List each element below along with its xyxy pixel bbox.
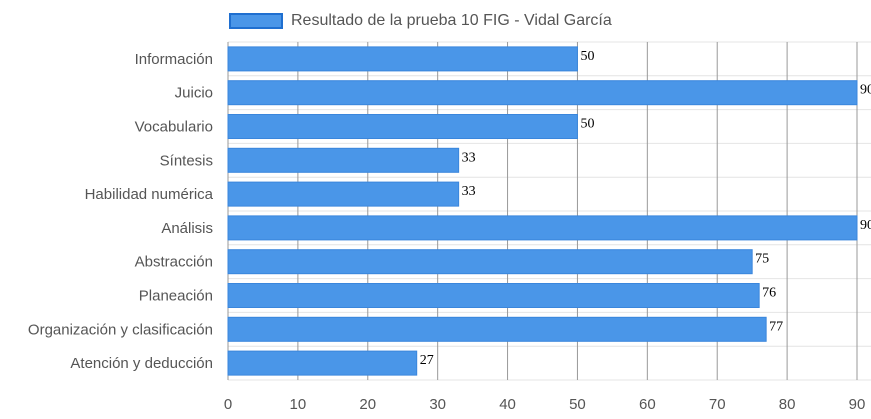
x-tick-label: 0 [224, 396, 232, 413]
bar [227, 80, 858, 106]
value-labels: 50 90 50 33 33 90 75 76 77 27 [420, 49, 871, 368]
data-label: 76 [762, 286, 776, 301]
data-label: 50 [580, 117, 594, 132]
category-labels: Información Juicio Vocabulario Síntesis Habi… [28, 51, 214, 372]
x-tick-label: 10 [290, 396, 307, 413]
category-label: Vocabulario [135, 119, 213, 136]
bar [227, 249, 753, 275]
x-tick-label: 20 [359, 396, 376, 413]
x-tick-label: 70 [709, 396, 726, 413]
category-label: Abstracción [135, 254, 213, 271]
data-label: 77 [769, 319, 783, 334]
bar [227, 215, 858, 241]
x-tick-label: 30 [429, 396, 446, 413]
data-label: 90 [860, 218, 871, 233]
bar [227, 114, 578, 139]
data-label: 33 [462, 184, 476, 199]
bar [227, 181, 460, 207]
legend-label: Resultado de la prueba 10 FIG - Vidal Ga… [291, 12, 612, 29]
category-label: Síntesis [160, 152, 213, 169]
category-label: Información [135, 51, 213, 68]
data-label: 33 [462, 150, 476, 165]
category-label: Planeación [139, 288, 213, 305]
chart-legend[interactable]: Resultado de la prueba 10 FIG - Vidal Ga… [229, 9, 612, 33]
bar [227, 316, 767, 342]
bar [227, 147, 460, 173]
data-label: 27 [420, 353, 434, 368]
category-label: Análisis [161, 220, 213, 237]
x-tick-label: 90 [849, 396, 866, 413]
category-label: Juicio [175, 85, 213, 102]
data-label: 50 [580, 49, 594, 64]
x-tick-label: 50 [569, 396, 586, 413]
data-label: 75 [755, 252, 769, 267]
x-tick-label: 40 [499, 396, 516, 413]
bars [227, 46, 858, 376]
horizontal-gridlines [228, 41, 871, 381]
x-axis-tick-labels: 0 10 20 30 40 50 60 70 80 90 [224, 396, 866, 413]
category-label: Organización y clasificación [28, 321, 213, 338]
x-tick-label: 60 [639, 396, 656, 413]
bar [227, 283, 760, 308]
category-label: Habilidad numérica [85, 186, 214, 203]
category-label: Atención y deducción [70, 355, 213, 372]
legend-swatch [229, 13, 283, 29]
x-tick-label: 80 [779, 396, 796, 413]
bar [227, 350, 418, 376]
data-label: 90 [860, 83, 871, 98]
bar [227, 46, 578, 72]
